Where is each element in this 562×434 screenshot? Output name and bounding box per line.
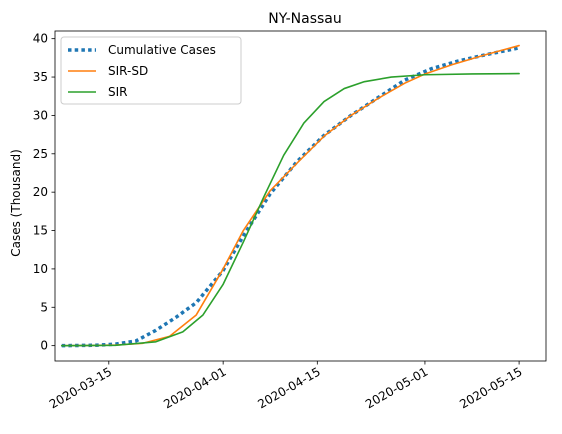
y-axis-label: Cases (Thousand): [9, 149, 23, 257]
plot-frame: [54, 30, 547, 362]
x-tick-label: 2020-04-01: [161, 364, 228, 411]
y-tick-label: 10: [33, 262, 48, 276]
y-tick-label: 35: [33, 70, 48, 84]
legend-box: [60, 36, 242, 105]
legend-label-1: Cumulative Cases: [108, 43, 216, 57]
x-tick-label: 2020-05-01: [363, 364, 430, 411]
y-tick-label: 5: [40, 300, 48, 314]
legend: Cumulative Cases SIR-SD SIR: [60, 36, 242, 105]
y-tick-label: 20: [33, 185, 48, 199]
x-tick-label: 2020-05-15: [457, 364, 524, 411]
legend-label-2: SIR-SD: [108, 64, 148, 78]
chart-title: NY-Nassau: [268, 11, 342, 27]
x-tick-label: 2020-03-15: [47, 364, 114, 411]
y-tick-label: 40: [33, 32, 48, 46]
y-tick-label: 30: [33, 108, 48, 122]
legend-label-3: SIR: [108, 85, 128, 99]
series-line-3: [60, 72, 520, 347]
series-group: [60, 44, 520, 348]
y-tick-label: 15: [33, 224, 48, 238]
x-tick-label: 2020-04-15: [255, 364, 322, 411]
y-tick-label: 25: [33, 147, 48, 161]
y-tick-label: 0: [40, 339, 48, 353]
series-line-1: [61, 46, 520, 348]
